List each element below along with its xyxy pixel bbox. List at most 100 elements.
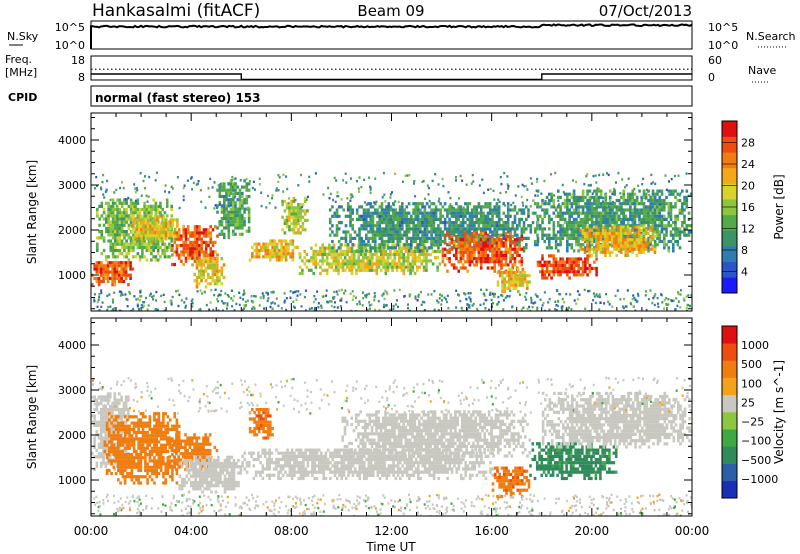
echo-cell	[173, 234, 177, 238]
noise-cell	[155, 299, 158, 302]
echo-cell	[409, 252, 412, 257]
echo-cell	[391, 252, 394, 257]
echo-cell	[151, 224, 154, 228]
echo-cell	[520, 217, 524, 221]
echo-cell	[482, 257, 485, 261]
noise-cell	[458, 294, 461, 297]
echo-cell	[566, 211, 569, 215]
echo-cell	[147, 245, 151, 249]
noise-cell	[550, 173, 552, 176]
echo-cell	[584, 263, 587, 267]
echo-cell	[647, 208, 650, 212]
echo-cell	[479, 205, 483, 209]
echo-cell	[572, 257, 576, 261]
echo-cell	[593, 236, 596, 240]
echo-cell	[674, 221, 677, 225]
echo-cell	[396, 211, 400, 215]
echo-cell	[428, 221, 431, 225]
echo-cell	[362, 246, 365, 250]
echo-cell	[421, 211, 424, 215]
noise-cell	[534, 194, 537, 197]
echo-cell	[669, 211, 673, 215]
echo-cell	[371, 233, 375, 237]
echo-cell	[346, 243, 350, 247]
noise-cell	[156, 204, 158, 208]
noise-cell	[520, 308, 523, 311]
echo-cell	[658, 189, 661, 193]
echo-cell	[323, 249, 327, 253]
echo-cell	[497, 241, 501, 245]
noise-cell	[598, 173, 601, 177]
echo-cell	[138, 255, 142, 259]
echo-cell	[127, 258, 131, 262]
echo-cell	[209, 266, 212, 270]
echo-cell	[461, 208, 465, 212]
echo-cell	[341, 259, 345, 263]
echo-cell	[486, 233, 490, 237]
noise-cell	[358, 300, 361, 303]
noise-cell	[584, 307, 587, 310]
echo-cell	[177, 237, 181, 241]
noise-cell	[503, 171, 506, 175]
echo-cell	[455, 202, 458, 206]
echo-cell	[156, 239, 160, 243]
echo-cell	[260, 245, 263, 249]
echo-cell	[380, 243, 384, 247]
echo-cell	[290, 215, 293, 219]
echo-cell	[455, 211, 458, 215]
echo-cell	[135, 224, 139, 228]
noise-cell	[592, 292, 595, 295]
noise-cell	[93, 299, 96, 303]
echo-cell	[579, 230, 583, 234]
echo-cell	[588, 189, 592, 193]
echo-cell	[225, 223, 228, 227]
echo-cell	[269, 252, 272, 256]
echo-cell	[506, 227, 510, 231]
echo-cell	[418, 256, 421, 260]
echo-cell	[96, 242, 99, 246]
echo-cell	[373, 262, 376, 266]
echo-cell	[149, 234, 152, 238]
echo-cell	[464, 231, 467, 235]
echo-cell	[477, 227, 481, 231]
echo-cell	[464, 208, 467, 212]
echo-cell	[195, 279, 199, 283]
noise-cell	[441, 299, 443, 302]
echo-cell	[312, 262, 315, 266]
echo-cell	[656, 189, 659, 193]
echo-cell	[526, 286, 529, 290]
echo-cell	[189, 256, 192, 260]
echo-cell	[455, 234, 458, 239]
echo-cell	[541, 276, 544, 280]
echo-cell	[479, 244, 483, 248]
noise-cell	[644, 294, 647, 297]
echo-cell	[604, 228, 607, 232]
noise-cell	[270, 302, 273, 305]
noise-cell	[344, 172, 347, 175]
noise-cell	[328, 197, 331, 200]
noise-cell	[526, 307, 529, 311]
echo-cell	[404, 256, 408, 260]
echo-cell	[371, 211, 375, 215]
echo-cell	[129, 261, 132, 265]
echo-cell	[522, 230, 526, 234]
echo-cell	[367, 211, 370, 215]
echo-cell	[400, 252, 403, 257]
echo-cell	[579, 247, 582, 251]
noise-cell	[258, 183, 261, 186]
echo-cell	[502, 227, 505, 231]
echo-cell	[491, 250, 494, 254]
echo-cell	[358, 239, 361, 244]
echo-cell	[593, 195, 596, 199]
echo-cell	[127, 283, 130, 287]
echo-cell	[118, 211, 122, 215]
echo-cell	[331, 214, 334, 218]
echo-cell	[193, 257, 196, 261]
echo-cell	[595, 227, 598, 231]
noise-cell	[502, 299, 505, 302]
echo-cell	[520, 208, 524, 212]
echo-cell	[118, 230, 122, 234]
echo-cell	[96, 236, 99, 240]
nsearch-label: N.Search	[746, 30, 796, 43]
echo-cell	[495, 238, 499, 242]
